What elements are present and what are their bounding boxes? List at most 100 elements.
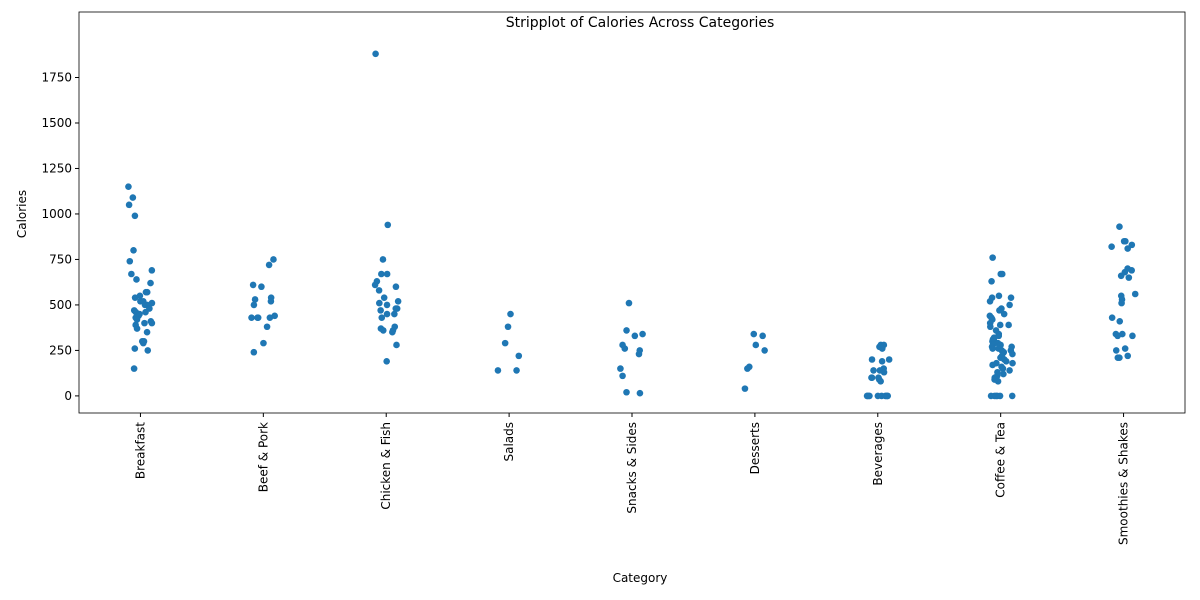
y-tick-label: 1250 — [41, 161, 72, 175]
point — [148, 267, 156, 274]
point — [391, 310, 398, 318]
point — [1006, 367, 1013, 374]
point — [501, 339, 509, 347]
point — [504, 323, 512, 331]
point — [868, 374, 875, 382]
point — [639, 330, 646, 338]
point — [623, 327, 630, 334]
point — [372, 50, 379, 58]
point — [1008, 392, 1016, 400]
point — [248, 314, 255, 321]
point — [1000, 370, 1007, 378]
point — [1122, 237, 1129, 245]
point — [378, 270, 385, 278]
point — [1006, 301, 1013, 309]
point — [625, 299, 633, 307]
point — [384, 221, 392, 229]
point — [741, 385, 749, 392]
point — [1114, 332, 1121, 340]
point — [621, 345, 629, 352]
x-tick-label: Snacks & Sides — [625, 422, 639, 514]
point — [750, 330, 758, 338]
point — [1002, 358, 1010, 365]
point — [249, 281, 257, 289]
point — [1009, 350, 1016, 358]
point — [125, 183, 132, 190]
point — [1112, 347, 1120, 354]
point — [635, 350, 643, 358]
point — [133, 325, 141, 332]
x-tick-label: Breakfast — [133, 422, 147, 479]
point — [998, 270, 1006, 278]
point — [1009, 359, 1016, 367]
y-tick-label: 1000 — [41, 207, 72, 221]
point — [375, 287, 383, 294]
point — [147, 279, 154, 287]
point — [142, 308, 149, 316]
point — [263, 323, 271, 331]
point — [989, 345, 996, 352]
point — [1125, 274, 1133, 281]
point — [130, 365, 138, 372]
point — [380, 294, 388, 301]
point — [1116, 223, 1123, 230]
point — [878, 345, 886, 352]
point — [1131, 290, 1139, 298]
point — [636, 389, 644, 397]
y-tick-label: 1500 — [41, 116, 72, 130]
point — [623, 388, 630, 396]
point — [868, 356, 876, 363]
point — [877, 378, 884, 385]
y-tick-label: 250 — [49, 343, 72, 357]
point — [987, 392, 995, 400]
point — [994, 378, 1002, 385]
point — [513, 367, 520, 374]
point — [880, 368, 888, 376]
point — [989, 254, 996, 261]
point — [884, 392, 891, 400]
point — [148, 319, 156, 327]
point — [125, 201, 133, 209]
point — [761, 347, 768, 354]
point — [254, 314, 261, 321]
point — [383, 270, 391, 278]
point — [1116, 318, 1124, 325]
point — [1007, 294, 1015, 301]
point — [494, 367, 502, 374]
point — [515, 352, 523, 360]
point — [996, 392, 1004, 400]
point — [989, 361, 996, 369]
point — [130, 247, 137, 254]
point — [131, 212, 139, 220]
point — [265, 261, 273, 269]
x-tick-label: Beverages — [871, 422, 885, 486]
point — [759, 332, 766, 340]
point — [379, 256, 387, 263]
point — [131, 294, 139, 301]
point — [128, 270, 135, 278]
chart-title: Stripplot of Calories Across Categories — [506, 15, 775, 31]
point — [996, 307, 1003, 314]
point — [1128, 267, 1135, 274]
point — [377, 307, 384, 314]
point — [389, 328, 396, 336]
point — [133, 276, 140, 283]
point — [143, 288, 151, 296]
point — [617, 365, 624, 372]
x-tick-label: Beef & Pork — [256, 422, 270, 492]
point — [383, 301, 391, 309]
x-tick-label: Desserts — [748, 422, 762, 474]
point — [885, 356, 893, 363]
point — [393, 341, 400, 349]
point — [143, 328, 151, 336]
point — [379, 327, 387, 334]
point — [267, 297, 275, 305]
x-axis-label: Category — [613, 571, 668, 585]
point — [131, 345, 139, 352]
point — [378, 314, 386, 321]
point — [1116, 354, 1123, 361]
point — [141, 319, 148, 327]
point — [1124, 245, 1131, 252]
point — [250, 348, 258, 356]
